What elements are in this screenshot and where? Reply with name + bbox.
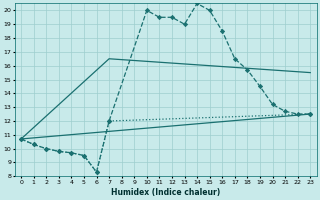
X-axis label: Humidex (Indice chaleur): Humidex (Indice chaleur) bbox=[111, 188, 220, 197]
